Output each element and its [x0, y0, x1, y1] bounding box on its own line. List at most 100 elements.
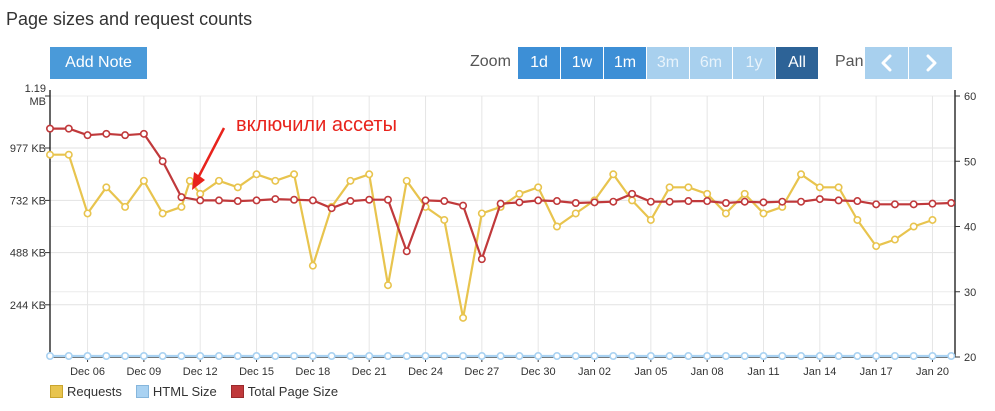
- requests-point: [459, 313, 468, 322]
- html-size-point: [252, 351, 261, 360]
- html-size-point: [909, 351, 918, 360]
- pan-button-group: [865, 47, 953, 79]
- total-page-size-point: [571, 199, 580, 208]
- total-page-size-point: [45, 124, 54, 133]
- html-size-point: [139, 351, 148, 360]
- total-page-size-point: [797, 197, 806, 206]
- total-page-size-point: [609, 197, 618, 206]
- legend-label-requests: Requests: [67, 384, 122, 399]
- chevron-left-icon: [881, 54, 891, 72]
- html-size-point: [815, 351, 824, 360]
- requests-point: [365, 170, 374, 179]
- x-axis-tick-label: Dec 06: [70, 366, 105, 378]
- html-size-point: [83, 351, 92, 360]
- right-axis-tick-label: 20: [964, 352, 976, 364]
- total-page-size-point: [177, 193, 186, 202]
- left-axis-tick-label: 488 KB: [10, 248, 46, 260]
- html-size-point: [665, 351, 674, 360]
- requests-point: [139, 176, 148, 185]
- requests-point: [308, 261, 317, 270]
- total-page-size-point: [815, 195, 824, 204]
- left-axis-tick-label: MB: [30, 96, 47, 108]
- total-page-size-point: [365, 195, 374, 204]
- annotation-arrow-head: [192, 172, 205, 190]
- total-page-size-point: [346, 197, 355, 206]
- requests-point: [534, 183, 543, 192]
- pan-label: Pan: [835, 53, 864, 70]
- zoom-1w-button[interactable]: 1w: [561, 47, 604, 79]
- total-page-size-point: [515, 198, 524, 207]
- total-page-size-point: [308, 196, 317, 205]
- requests-point: [121, 202, 130, 211]
- requests-point: [909, 222, 918, 231]
- x-axis-tick-label: Jan 11: [747, 366, 779, 378]
- total-page-size-point: [421, 196, 430, 205]
- add-note-button[interactable]: Add Note: [50, 47, 147, 79]
- html-size-point: [308, 351, 317, 360]
- total-page-size-point: [646, 197, 655, 206]
- x-axis-tick-label: Jan 02: [578, 366, 611, 378]
- legend-item-requests[interactable]: Requests: [50, 384, 122, 399]
- html-size-point: [721, 351, 730, 360]
- html-size-point: [440, 351, 449, 360]
- legend-item-total-page-size[interactable]: Total Page Size: [230, 384, 338, 399]
- requests-point: [872, 242, 881, 251]
- requests-point: [185, 176, 194, 185]
- zoom-6m-button[interactable]: 6m: [690, 47, 733, 79]
- legend-swatch-html-size: [135, 385, 149, 398]
- zoom-all-button[interactable]: All: [776, 47, 819, 79]
- zoom-label: Zoom: [470, 53, 511, 70]
- total-page-size-point: [890, 200, 899, 209]
- requests-point: [271, 176, 280, 185]
- legend-label-html-size: HTML Size: [152, 384, 217, 399]
- zoom-1m-button[interactable]: 1m: [604, 47, 647, 79]
- chevron-right-icon: [926, 54, 936, 72]
- total-page-size-point: [477, 255, 486, 264]
- html-size-point: [797, 351, 806, 360]
- total-page-size-point: [83, 131, 92, 140]
- total-page-size-point: [665, 197, 674, 206]
- zoom-1y-button[interactable]: 1y: [733, 47, 776, 79]
- chart-annotation: включили ассеты: [236, 114, 397, 136]
- chart-legend: Requests HTML Size Total Page Size: [50, 384, 352, 399]
- html-size-point: [703, 351, 712, 360]
- requests-point: [346, 176, 355, 185]
- zoom-button-group: 1d 1w 1m 3m 6m 1y All: [518, 47, 819, 79]
- legend-item-html-size[interactable]: HTML Size: [135, 384, 217, 399]
- html-size-point: [609, 351, 618, 360]
- html-size-point: [759, 351, 768, 360]
- pan-right-button[interactable]: [909, 47, 953, 79]
- total-page-size-point: [196, 196, 205, 205]
- requests-point: [646, 215, 655, 224]
- requests-point: [552, 222, 561, 231]
- left-axis-tick-label: 732 KB: [10, 195, 46, 207]
- total-page-size-point: [233, 197, 242, 206]
- page-title: Page sizes and request counts: [6, 9, 253, 29]
- total-page-size-point: [628, 189, 637, 198]
- total-page-size-point: [252, 196, 261, 205]
- requests-point: [853, 215, 862, 224]
- pan-left-button[interactable]: [865, 47, 909, 79]
- html-size-point: [552, 351, 561, 360]
- zoom-3m-button[interactable]: 3m: [647, 47, 690, 79]
- requests-point: [177, 202, 186, 211]
- x-axis-tick-label: Jan 17: [860, 366, 893, 378]
- requests-point: [83, 209, 92, 218]
- zoom-1d-button[interactable]: 1d: [518, 47, 561, 79]
- html-size-point: [515, 351, 524, 360]
- requests-point: [928, 215, 937, 224]
- requests-line: [50, 153, 933, 319]
- right-axis-tick-label: 40: [964, 222, 976, 234]
- total-page-size-point: [121, 131, 130, 140]
- html-size-point: [45, 351, 54, 360]
- x-axis-tick-label: Dec 09: [126, 366, 161, 378]
- total-page-size-point: [872, 200, 881, 209]
- html-size-point: [327, 351, 336, 360]
- requests-point: [290, 170, 299, 179]
- x-axis-tick-label: Jan 20: [916, 366, 949, 378]
- html-size-point: [233, 351, 242, 360]
- html-size-point: [740, 351, 749, 360]
- html-size-point: [890, 351, 899, 360]
- total-page-size-point: [834, 196, 843, 205]
